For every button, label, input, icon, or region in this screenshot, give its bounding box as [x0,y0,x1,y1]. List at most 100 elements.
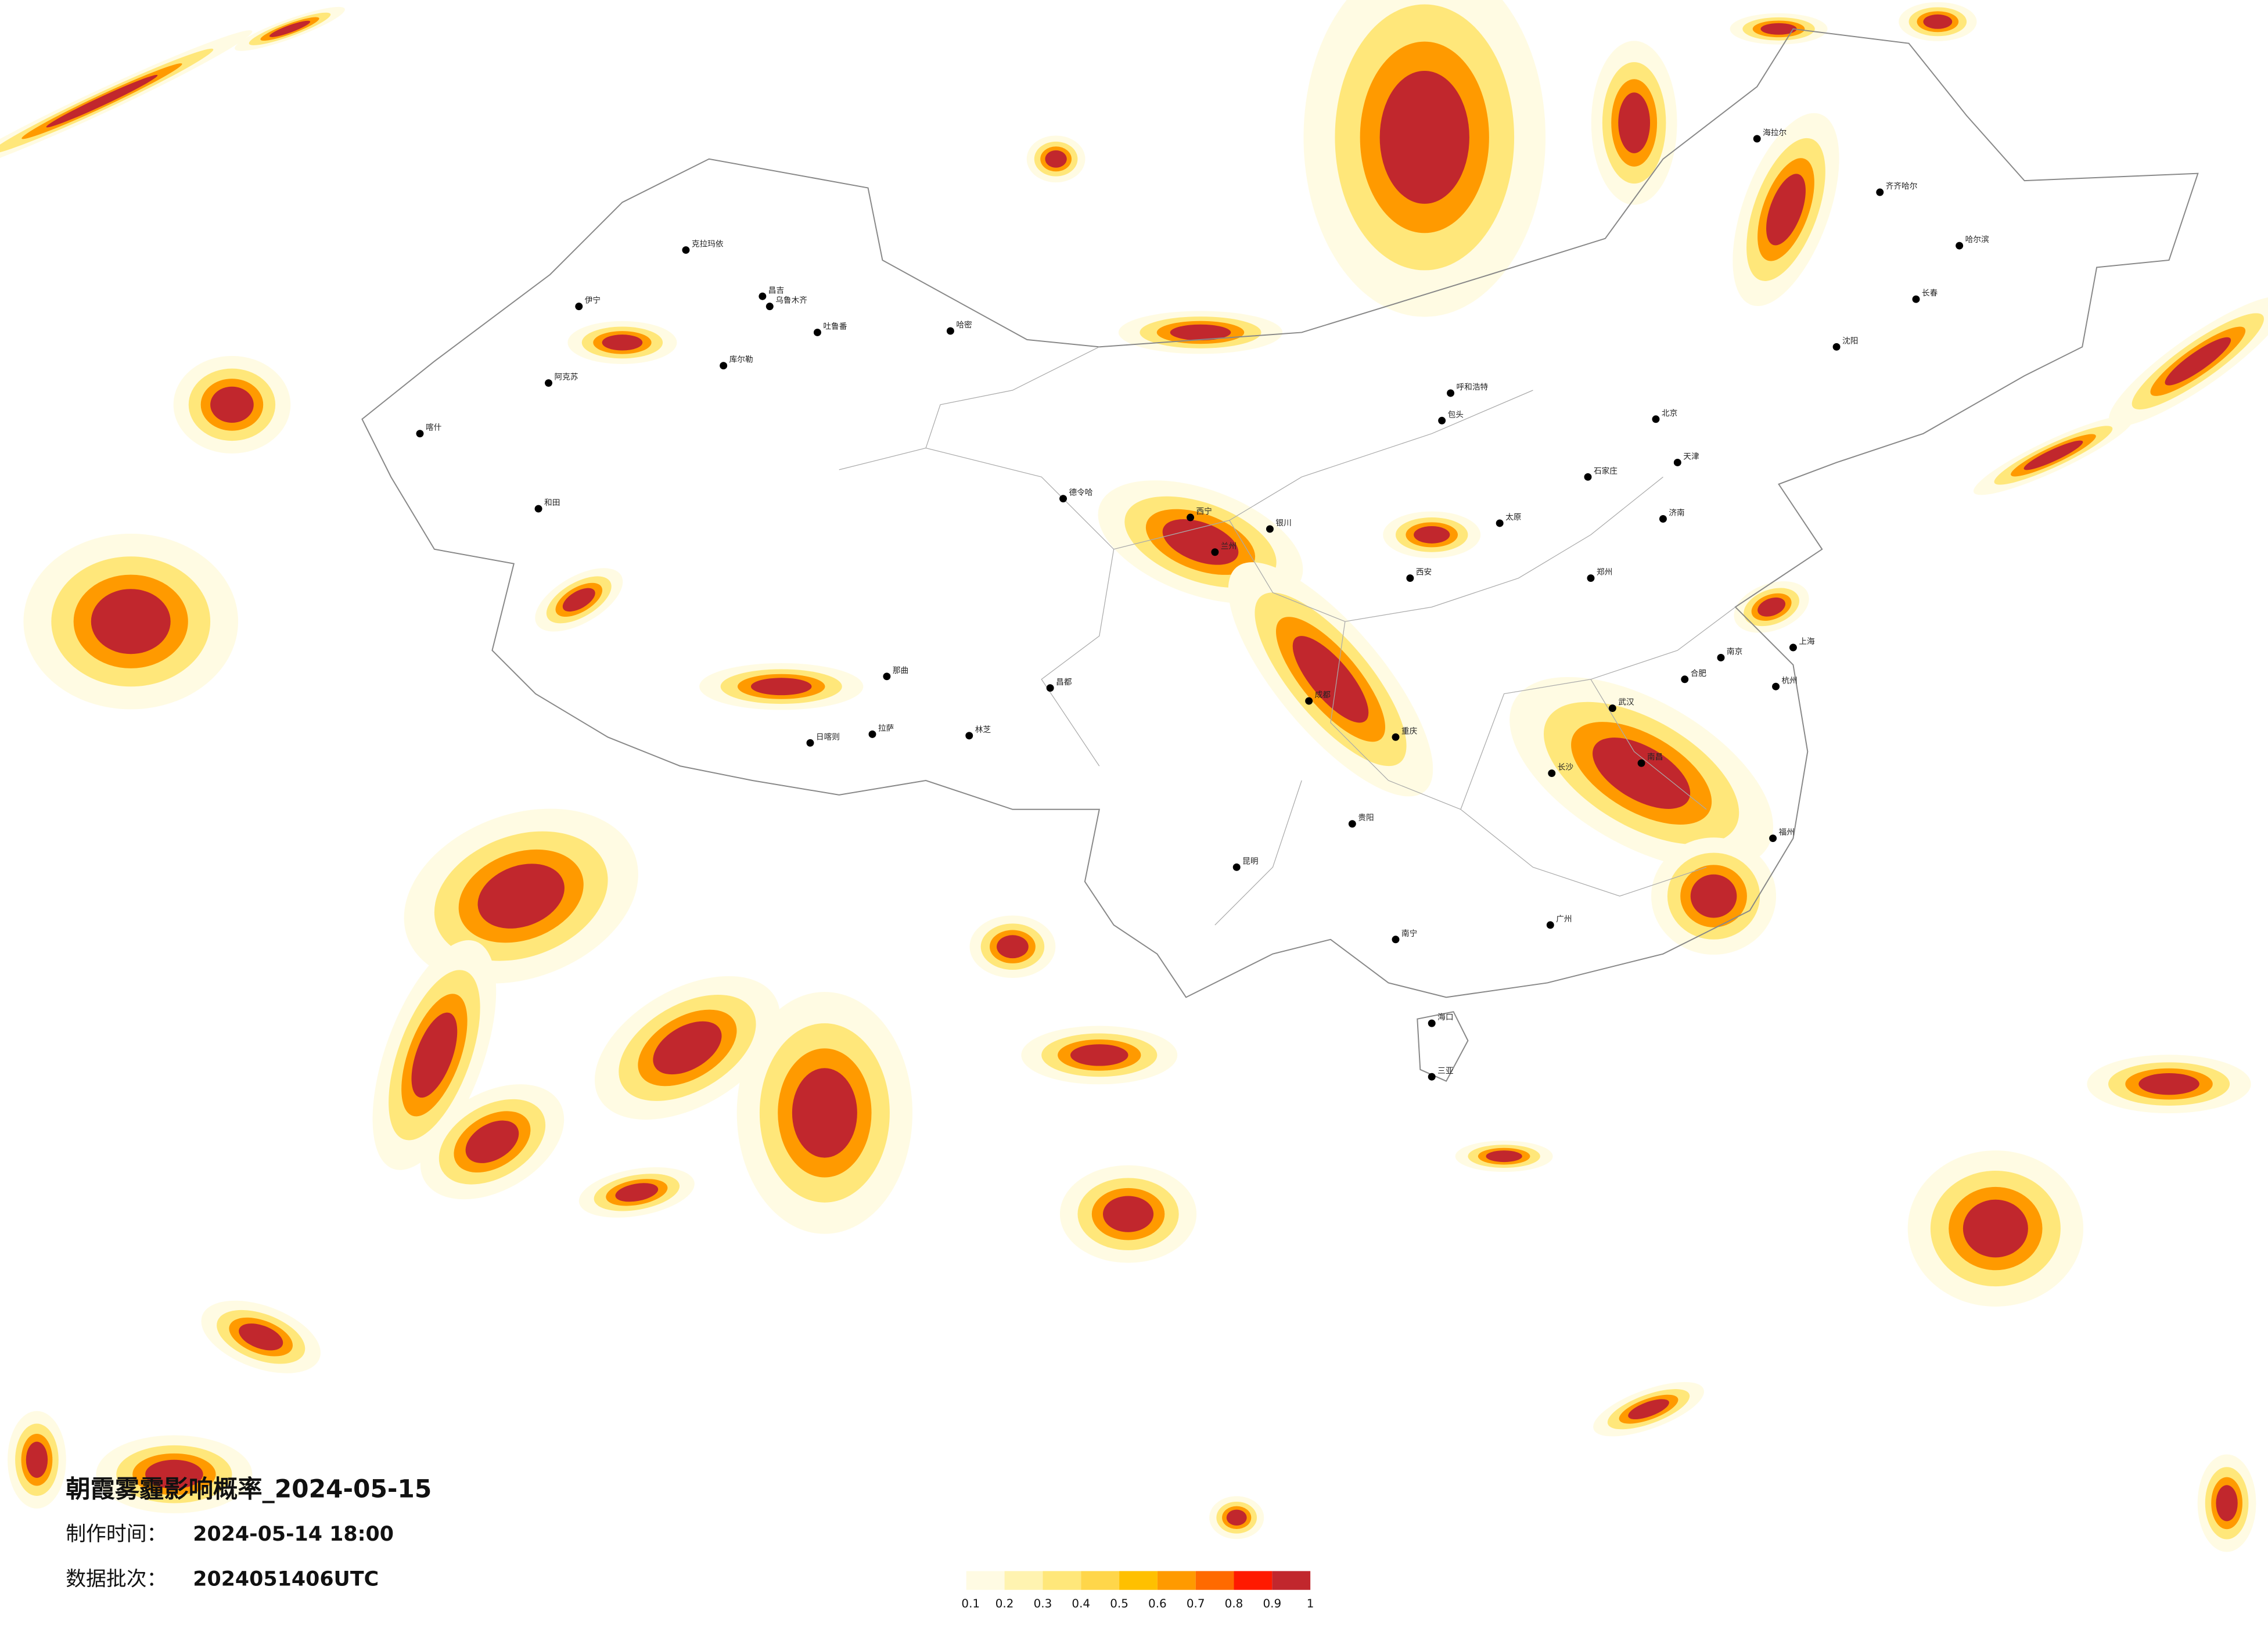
city-label: 沈阳 [1842,336,1858,346]
legend-swatch [1195,1571,1234,1590]
city-dot [1447,389,1455,397]
haze-core [2216,1485,2238,1521]
haze-core [1379,70,1469,204]
haze-core [1690,874,1737,918]
city-dot [946,327,954,335]
city-dot [1652,415,1660,423]
city-label: 库尔勒 [729,355,753,365]
legend-tick-label: 0.3 [1034,1597,1052,1610]
haze-halo [0,30,253,172]
haze-core [1070,1044,1128,1066]
city-dot [1587,574,1595,582]
colorbar: 0.1 0.2 0.3 0.4 0.5 0.6 0.7 0.8 0.9 1 [961,1571,1314,1610]
city-dot [1772,682,1780,690]
city-dot [1392,936,1400,944]
city-label: 那曲 [893,666,908,675]
city-label: 日喀则 [816,732,840,742]
city-label: 齐齐哈尔 [1886,182,1918,191]
haze-core [239,1323,283,1351]
city-dot [1059,495,1067,503]
city-dot [545,379,552,387]
batch-label: 数据批次： [66,1567,167,1591]
city-dot [534,505,542,513]
haze-core [615,1183,659,1202]
haze-core [1923,14,1953,29]
city-dot [1406,574,1414,582]
legend-tick-label: 0.7 [1187,1597,1205,1610]
city-label: 呼和浩特 [1457,383,1489,392]
legend-tick-label: 0.8 [1225,1597,1243,1610]
city-dot [1876,188,1884,196]
city-label: 三亚 [1437,1066,1454,1075]
city-dot [1956,242,1964,250]
city-label: 济南 [1669,509,1684,518]
legend-swatch [1157,1571,1196,1590]
city-dot [1717,653,1725,661]
haze-core [2165,337,2231,386]
city-label: 南宁 [1401,929,1417,938]
city-dot [965,732,973,740]
city-label: 长春 [1922,289,1938,298]
city-label: 银川 [1275,519,1291,528]
legend-swatch [1119,1571,1158,1590]
city-label: 昌都 [1056,678,1072,687]
haze-core [1757,597,1786,617]
city-label: 乌鲁木齐 [775,296,807,305]
city-dot [1608,704,1616,713]
city-dot [1187,513,1195,521]
city-dot [806,739,814,747]
city-dot [765,303,774,311]
city-label: 海拉尔 [1763,128,1787,138]
city-dot [1753,135,1761,143]
city-label: 吐鲁番 [823,322,847,331]
city-dot [1046,684,1054,692]
made-label: 制作时间： [66,1523,167,1546]
city-label: 拉萨 [878,724,894,733]
legend-swatch [1043,1571,1081,1590]
city-dot [1548,769,1556,778]
city-label: 哈密 [956,320,972,330]
haze-core [1486,1150,1522,1163]
haze-core [1170,324,1231,341]
city-label: 重庆 [1401,726,1418,736]
city-label: 石家庄 [1594,466,1618,476]
haze-core [1226,1509,1247,1526]
legend-swatch [966,1571,1005,1590]
haze-core [750,678,812,696]
city-label: 南京 [1727,647,1742,656]
map-title: 朝霞雾霾影响概率_2024-05-15 [66,1474,432,1503]
city-label: 阿克苏 [554,373,578,382]
city-label: 太原 [1505,513,1521,522]
haze-core [26,1441,48,1478]
city-label: 伊宁 [585,296,601,305]
city-dot [1428,1073,1436,1081]
legend-tick-label: 0.6 [1148,1597,1167,1610]
city-dot [1348,820,1356,828]
city-dot [1681,675,1689,684]
city-label: 天津 [1683,452,1699,461]
city-dot [682,246,690,254]
city-dot [883,672,891,681]
haze-core [1162,519,1239,565]
city-label: 海口 [1437,1013,1453,1022]
city-label: 林芝 [975,725,991,735]
haze-core [411,1012,458,1098]
legend-tick-label: 0.4 [1072,1597,1090,1610]
city-dot [1232,863,1241,871]
haze-core [210,386,254,423]
legend-tick-label: 0.9 [1263,1597,1281,1610]
city-dot [868,730,876,738]
city-label: 克拉玛依 [692,240,724,249]
city-dot [1769,834,1777,843]
haze-core [792,1068,857,1158]
city-dot [1438,416,1446,425]
country-outline [361,28,2199,1082]
haze-core [1593,738,1691,809]
city-label: 广州 [1556,915,1572,924]
city-label: 杭州 [1782,676,1798,685]
haze-core [1102,1196,1154,1232]
haze-core [1628,1399,1669,1419]
city-label: 郑州 [1597,568,1612,577]
haze-core [602,334,643,351]
legend-tick-label: 0.1 [961,1597,980,1610]
